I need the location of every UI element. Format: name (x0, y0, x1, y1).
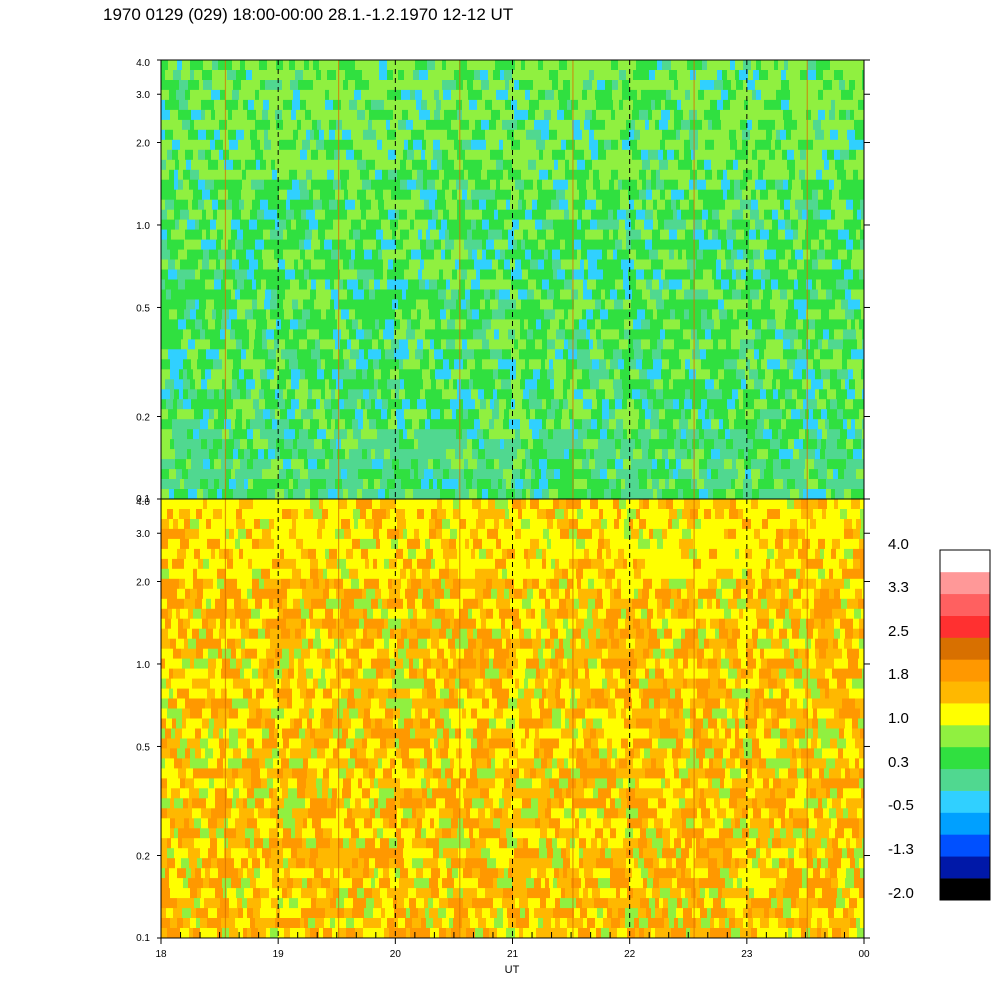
chart-title: 1970 0129 (029) 18:00-00:00 28.1.-1.2.19… (103, 5, 514, 24)
colorbar-label: 1.8 (888, 666, 909, 683)
y-tick-label: 0.2 (136, 852, 150, 863)
colorbar-label: -1.3 (888, 841, 914, 858)
colorbar-swatch (940, 768, 990, 791)
y-tick-label: 0.5 (136, 303, 150, 314)
colorbar-swatch (940, 856, 990, 879)
colorbar-label: 0.3 (888, 754, 909, 771)
colorbar-swatch (940, 550, 990, 573)
x-tick-label: 19 (273, 949, 285, 960)
colorbar-swatch (940, 878, 990, 901)
colorbar-swatch (940, 834, 990, 857)
y-tick-label: 4.0 (136, 58, 150, 69)
y-tick-label: 2.0 (136, 577, 150, 588)
colorbar-swatch (940, 659, 990, 682)
y-tick-label: 1.0 (136, 221, 150, 232)
x-tick-label: 23 (741, 949, 753, 960)
colorbar-swatch (940, 615, 990, 638)
colorbar-swatch (940, 746, 990, 770)
colorbar-swatch (940, 681, 990, 704)
x-tick-label: 20 (390, 949, 402, 960)
colorbar-swatch (940, 593, 990, 616)
colorbar-label: 3.3 (888, 579, 909, 596)
y-tick-label: 2.0 (136, 138, 150, 149)
colorbar-label: -0.5 (888, 797, 914, 814)
lower-panel-texture (161, 499, 864, 939)
x-axis-label: UT (505, 964, 520, 976)
colorbar-swatch (940, 637, 990, 660)
x-tick-label: 22 (624, 949, 636, 960)
y-tick-label: 0.1 (136, 494, 150, 505)
colorbar-label: 1.0 (888, 710, 909, 727)
y-tick-label: 4.0 (136, 497, 150, 508)
x-tick-label: 00 (858, 949, 870, 960)
colorbar-frame (939, 549, 991, 901)
y-tick-label: 0.1 (136, 933, 150, 944)
y-tick-label: 3.0 (136, 90, 150, 101)
colorbar-swatch (940, 790, 990, 813)
colorbar-swatch (940, 571, 990, 595)
y-tick-label: 3.0 (136, 529, 150, 540)
x-tick-label: 18 (155, 949, 167, 960)
upper-panel-texture (161, 60, 864, 500)
x-tick-label: 21 (507, 949, 519, 960)
colorbar-swatch (940, 703, 990, 726)
y-tick-label: 0.5 (136, 742, 150, 753)
colorbar-swatch (940, 812, 990, 835)
colorbar-label: 2.5 (888, 623, 909, 640)
colorbar-swatch (940, 725, 990, 748)
y-tick-label: 0.2 (136, 413, 150, 424)
colorbar-label: 4.0 (888, 536, 909, 553)
colorbar-label: -2.0 (888, 885, 914, 902)
y-tick-label: 1.0 (136, 660, 150, 671)
